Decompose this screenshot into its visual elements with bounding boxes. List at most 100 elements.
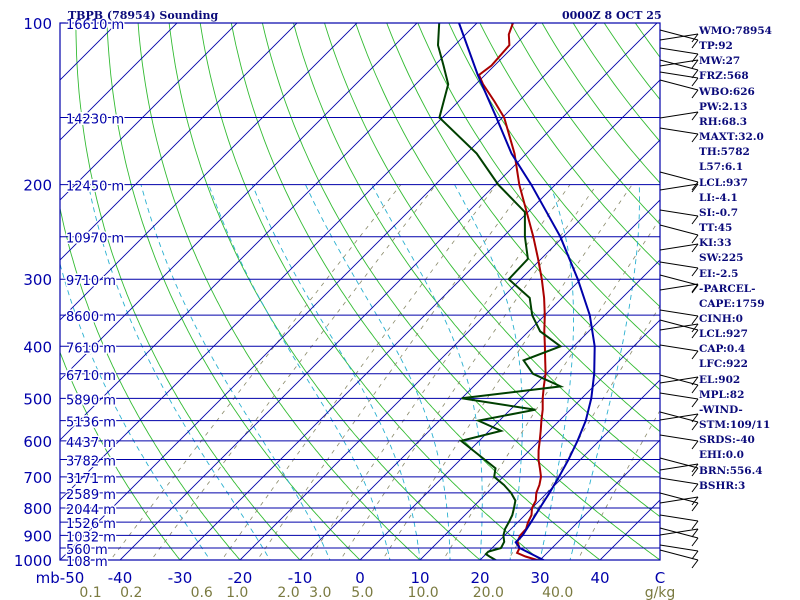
wind-barb-flag: [691, 243, 699, 253]
wind-barb-shaft: [659, 514, 699, 522]
height-label: 7610 m: [66, 341, 116, 356]
wind-barb-shaft: [659, 59, 699, 71]
wind-barb-flag: [691, 537, 699, 547]
wind-barb-shaft: [659, 224, 699, 236]
temperature-tick-label: 0: [355, 569, 365, 587]
wind-barb-flag: [691, 559, 699, 569]
pressure-tick-label: 900: [23, 527, 52, 545]
isotherm: [479, 379, 660, 560]
height-label: 8600 m: [66, 310, 116, 325]
wind-barb-shaft: [659, 323, 699, 331]
height-label: 10970 m: [66, 232, 124, 247]
height-label: 9710 m: [66, 274, 116, 289]
index-item: CAPE:1759: [699, 297, 765, 310]
index-item: WMO:78954: [699, 25, 772, 37]
wind-barb-flag: [691, 421, 699, 431]
parcel-line: [458, 23, 596, 560]
index-item: BRN:556.4: [699, 464, 763, 477]
wind-barb-shaft: [659, 477, 699, 485]
mixing-ratio-label: 5.0: [351, 585, 373, 600]
wind-barb-shaft: [659, 376, 699, 384]
wind-barb-flag: [691, 398, 699, 408]
mixing-ratio-label: 1.0: [226, 585, 248, 600]
wind-barb-flag: [691, 350, 699, 360]
index-item: TP:92: [699, 40, 733, 53]
isotherm: [299, 199, 660, 560]
isotherm: [60, 23, 538, 501]
temperature-tick-label: 40: [590, 569, 609, 587]
wind-barb-shaft: [659, 171, 699, 183]
moist-adiabat: [140, 184, 331, 560]
mixing-ratio-label: 2.0: [277, 585, 299, 600]
wind-barb-shaft: [659, 344, 699, 352]
wind-barb-shaft: [659, 183, 699, 191]
index-item: MW:27: [699, 55, 741, 68]
pressure-tick-label: 800: [23, 500, 52, 518]
wind-barb-shaft: [659, 319, 699, 331]
wind-barb-shaft: [659, 283, 699, 291]
mixing-ratio-line: [256, 184, 527, 560]
index-item: -WIND-: [699, 403, 743, 416]
moist-adiabat: [371, 184, 483, 560]
height-label: 16610 m: [66, 18, 124, 33]
isotherm: [539, 439, 660, 560]
wind-barb-shaft: [659, 209, 699, 217]
wind-barb-flag: [691, 528, 699, 538]
height-label: 5890 m: [66, 393, 116, 408]
index-item: LFC:922: [699, 358, 748, 371]
pressure-tick-label: 700: [23, 469, 52, 487]
wind-barb-flag: [691, 39, 699, 49]
wind-barb-flag: [691, 77, 699, 87]
mixing-ratio-label: g/kg: [645, 585, 676, 600]
wind-barb-shaft: [659, 492, 699, 504]
sounding-datetime: 0000Z 8 OCT 25: [562, 9, 662, 22]
stability-indices: WMO:78954 TP:92 MW:27 FRZ:568 WBO:626 PW:2.13…: [699, 24, 772, 494]
dewpoint-line: [436, 23, 565, 560]
wind-barb-flag: [691, 59, 699, 69]
moist-adiabat: [208, 184, 391, 560]
index-item: WBO:626: [699, 85, 755, 98]
wind-barb-flag: [691, 550, 699, 560]
mixing-ratio-label: 20.0: [473, 585, 504, 600]
index-item: LCL:927: [699, 328, 748, 341]
wind-barb-flag: [691, 413, 699, 423]
height-label: 3171 m: [66, 472, 116, 487]
isotherm: [60, 23, 238, 201]
moist-adiabat: [87, 184, 271, 560]
wind-barb-flag: [691, 502, 699, 512]
temperature-tick-label: -30: [168, 569, 193, 587]
isotherm: [60, 23, 298, 261]
mixing-ratio-line: [150, 184, 437, 560]
height-label: 1032 m: [66, 530, 116, 545]
wind-barb-shaft: [659, 33, 699, 41]
height-label: 3782 m: [66, 455, 116, 470]
wind-barb-shaft: [659, 243, 699, 251]
index-item: TH:5782: [699, 146, 750, 159]
isotherm: [119, 23, 658, 560]
wind-barb-shaft: [659, 457, 699, 469]
temperature-tick-label: 20: [470, 569, 489, 587]
pressure-tick-label: 100: [23, 15, 52, 33]
wind-barb-flag: [691, 376, 699, 386]
mixing-ratio-label: 10.0: [408, 585, 439, 600]
index-item: EHI:0.0: [699, 449, 744, 462]
wind-barb-flag: [691, 284, 699, 294]
temperature-tick-label: 10: [410, 569, 429, 587]
isotherm: [60, 23, 178, 141]
temperature-line: [477, 23, 547, 560]
height-label: 5136 m: [66, 416, 116, 431]
wind-barb-flag: [691, 183, 699, 193]
temperature-tick-label: mb-50: [36, 569, 85, 587]
sounding-title: TBPB (78954) Sounding: [68, 9, 219, 22]
height-label: 2044 m: [66, 503, 116, 518]
mixing-ratio-label: 3.0: [309, 585, 331, 600]
wind-barb-shaft: [659, 463, 699, 471]
pressure-tick-label: 1000: [14, 552, 52, 570]
moist-adiabat: [60, 262, 211, 560]
mixing-ratio-line: [308, 184, 571, 560]
wind-barb-flag: [691, 181, 699, 191]
pressure-tick-label: 600: [23, 433, 52, 451]
wind-barbs-layer: [659, 29, 699, 569]
temperature-tick-label: -10: [288, 569, 313, 587]
